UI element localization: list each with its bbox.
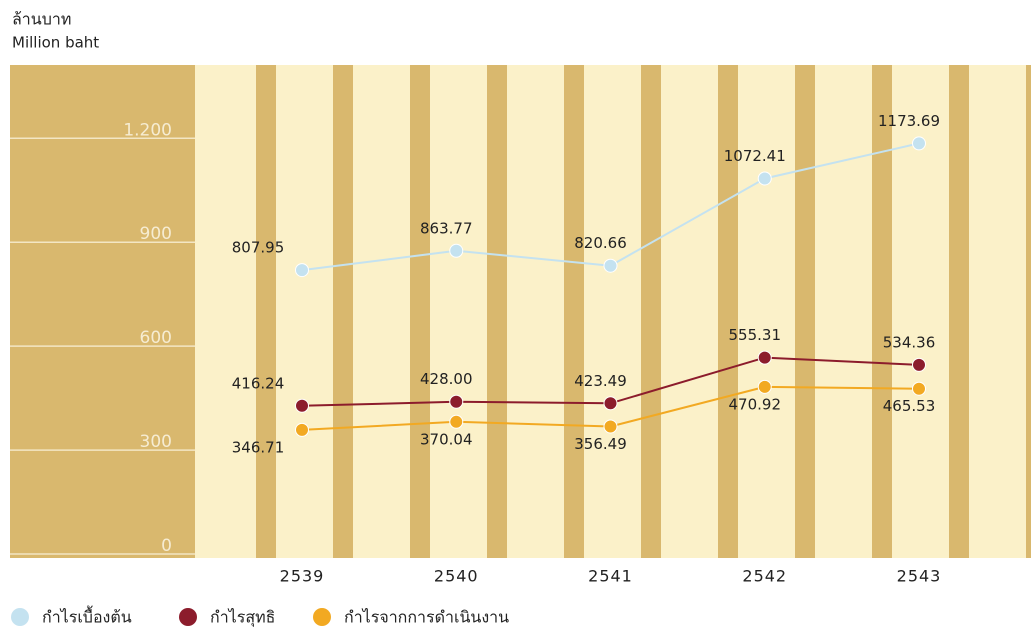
data-label: 470.92 [729, 395, 782, 413]
stripe [872, 65, 892, 558]
x-tick-label: 2542 [742, 567, 787, 586]
data-point [603, 396, 618, 411]
unit-en: Million baht [12, 34, 99, 52]
data-label: 416.24 [232, 374, 285, 392]
stripe [410, 65, 430, 558]
legend-label: กำไรสุทธิ [210, 608, 275, 628]
legend-marker [313, 608, 331, 626]
data-point [757, 350, 772, 365]
y-tick-label: 300 [140, 432, 172, 452]
data-label: 356.49 [574, 435, 627, 453]
data-point [603, 419, 618, 434]
stripes [256, 65, 1031, 558]
data-point [295, 263, 309, 278]
stripe [333, 65, 353, 558]
data-label: 534.36 [883, 333, 936, 351]
legend-marker [11, 608, 29, 626]
data-label: 370.04 [420, 430, 473, 448]
x-tick-label: 2539 [280, 567, 325, 586]
data-point [603, 258, 618, 273]
stripe [564, 65, 584, 558]
data-point [912, 136, 926, 151]
stripe [1026, 65, 1031, 558]
stripe [949, 65, 969, 558]
legend-label: กำไรจากการดำเนินงาน [344, 608, 509, 627]
data-label: 820.66 [574, 234, 627, 252]
unit-th: ล้านบาท [12, 10, 71, 29]
legend-marker [179, 608, 197, 626]
y-tick-label: 900 [140, 224, 172, 244]
data-label: 465.53 [883, 397, 936, 415]
data-point [912, 357, 926, 372]
data-point [449, 243, 464, 258]
data-point [912, 381, 926, 396]
data-label: 807.95 [232, 239, 285, 257]
y-tick-label: 1.200 [123, 120, 172, 140]
data-point [449, 394, 464, 409]
data-label: 428.00 [420, 370, 473, 388]
data-label: 1072.41 [724, 147, 786, 165]
y-tick-label: 600 [140, 328, 172, 348]
stripe [641, 65, 661, 558]
x-tick-label: 2543 [897, 567, 942, 586]
x-tick-label: 2540 [434, 567, 479, 586]
data-point [449, 414, 464, 429]
data-point [757, 379, 772, 394]
stripe [256, 65, 276, 558]
y-tick-label: 0 [161, 536, 172, 556]
stripe [487, 65, 507, 558]
data-point [295, 422, 309, 437]
data-point [757, 171, 772, 186]
data-label: 1173.69 [878, 112, 940, 130]
plot-area [195, 65, 1031, 558]
x-tick-label: 2541 [588, 567, 633, 586]
data-label: 346.71 [232, 438, 285, 456]
stripe [718, 65, 738, 558]
data-label: 863.77 [420, 219, 473, 237]
data-point [295, 398, 309, 413]
data-label: 423.49 [574, 372, 627, 390]
data-label: 555.31 [729, 326, 782, 344]
legend-label: กำไรเบื้องต้น [42, 606, 132, 627]
stripe [795, 65, 815, 558]
